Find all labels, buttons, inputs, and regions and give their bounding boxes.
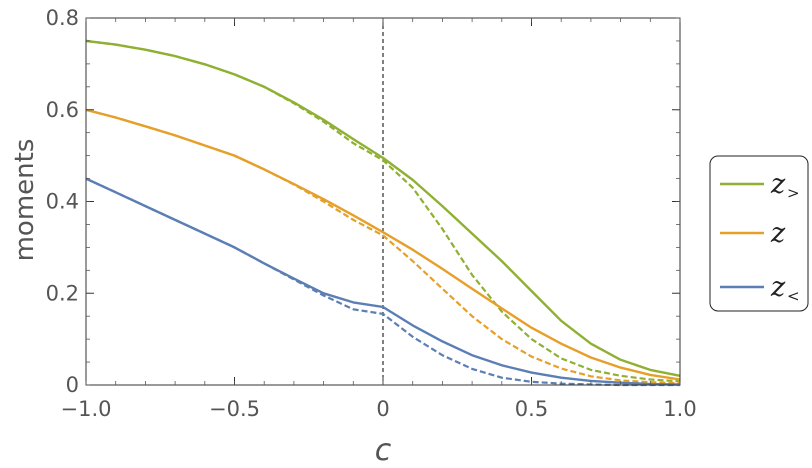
series-gt-solid-line bbox=[85, 39, 681, 377]
legend-label-plain: z bbox=[770, 218, 786, 249]
legend-label-lt: z bbox=[770, 272, 786, 303]
x-tick-label: 1.0 bbox=[663, 397, 696, 421]
series-plain-solid-line bbox=[85, 108, 681, 381]
y-tick-label: 0 bbox=[66, 373, 79, 397]
x-tick-label: −0.5 bbox=[209, 397, 260, 421]
y-tick-label: 0.4 bbox=[46, 190, 79, 214]
y-tick-label: 0.2 bbox=[46, 281, 79, 305]
x-tick-label: 0 bbox=[376, 397, 389, 421]
x-tick-label: 0.5 bbox=[515, 397, 548, 421]
series-lt-solid-line bbox=[85, 177, 681, 386]
legend-label-gt: z bbox=[770, 169, 786, 200]
legend-subscript-gt: > bbox=[787, 184, 800, 202]
y-axis-label: moments bbox=[10, 139, 40, 262]
legend-subscript-lt: < bbox=[787, 287, 800, 305]
y-tick-label: 0.6 bbox=[46, 98, 79, 122]
y-tick-label: 0.8 bbox=[46, 6, 79, 30]
axes: −1.0 −0.5 0 0.5 1.0 0 0.2 0.4 0.6 0.8 bbox=[46, 6, 697, 421]
x-tick-label: −1.0 bbox=[61, 397, 112, 421]
x-axis-label: c bbox=[375, 433, 392, 468]
plot-area bbox=[85, 18, 681, 387]
legend: z >zz < bbox=[709, 155, 809, 312]
